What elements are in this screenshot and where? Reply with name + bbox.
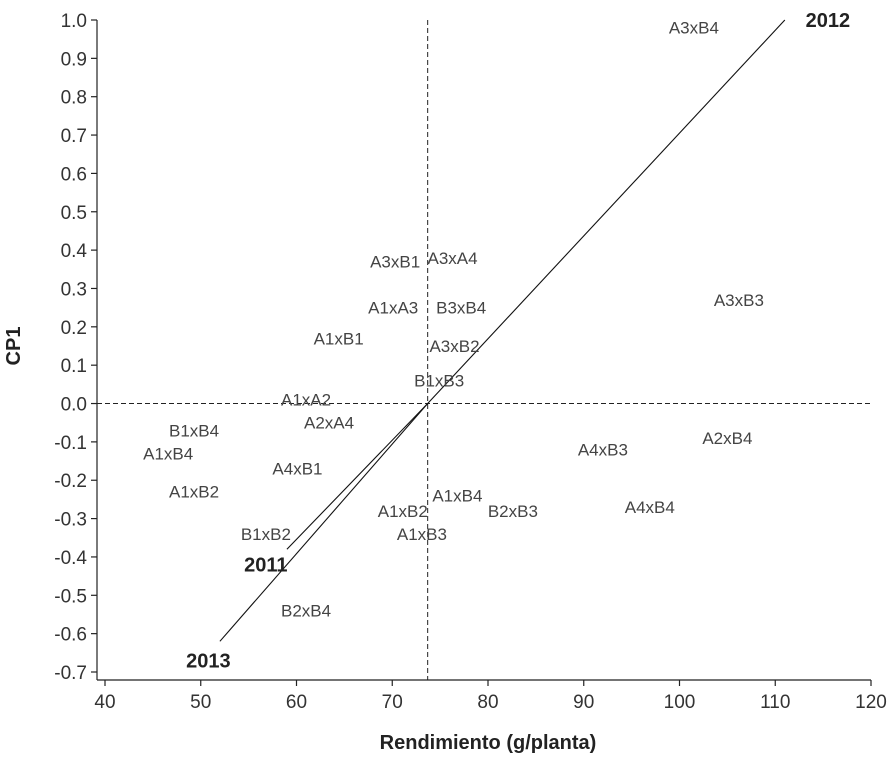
y-tick-label: 0.7 <box>61 126 87 147</box>
point-label: A1xB1 <box>314 329 364 348</box>
y-axis-ticks: 1.0 0.9 0.8 0.7 0.6 0.5 0.4 0.3 0.2 0.1 0.0 -0.1 -0.… <box>54 11 97 684</box>
point-label: A1xA3 <box>368 299 418 318</box>
y-tick-label: 0.2 <box>61 318 87 339</box>
year-label-2013: 2013 <box>186 650 231 672</box>
x-tick-label: 40 <box>94 692 115 713</box>
y-tick-label: 1.0 <box>61 11 87 32</box>
point-label: B1xB4 <box>169 421 219 440</box>
point-label: A2xA4 <box>304 414 354 433</box>
y-tick-label: 0.1 <box>61 356 87 377</box>
point-label: A1xB4 <box>143 444 193 463</box>
y-tick-label: -0.1 <box>54 433 87 454</box>
point-label: A3xB4 <box>669 19 719 38</box>
year-label-2011: 2011 <box>244 555 287 577</box>
point-label: B2xB4 <box>281 602 331 621</box>
x-tick-label: 120 <box>855 692 887 713</box>
y-tick-label: -0.6 <box>54 625 87 646</box>
x-tick-label: 100 <box>664 692 696 713</box>
year-labels: 2012 2011 2013 <box>186 10 850 672</box>
point-label: A1xB4 <box>432 487 482 506</box>
x-tick-label: 110 <box>760 692 790 713</box>
y-tick-label: -0.7 <box>54 663 87 684</box>
y-tick-label: 0.6 <box>61 164 87 185</box>
y-tick-label: -0.3 <box>54 510 87 531</box>
y-tick-label: 0.8 <box>61 88 87 109</box>
point-labels: A3xB4 A3xB1 A3xA4 A1xA3 B3xB4 A3xB3 A1xB1 A3xB2… <box>143 19 764 621</box>
year-line-2012 <box>427 19 786 404</box>
point-label: A3xA4 <box>428 249 478 268</box>
x-tick-label: 80 <box>477 692 498 713</box>
y-tick-label: 0.3 <box>61 279 87 300</box>
point-label: B1xB3 <box>414 372 464 391</box>
y-tick-label: -0.5 <box>54 586 87 607</box>
y-tick-label: 0.0 <box>61 395 87 416</box>
x-tick-label: 90 <box>573 692 594 713</box>
x-tick-label: 60 <box>286 692 307 713</box>
y-tick-label: -0.2 <box>54 471 87 492</box>
x-tick-label: 70 <box>382 692 403 713</box>
x-axis-title: Rendimiento (g/planta) <box>380 732 597 754</box>
year-lines <box>219 19 786 642</box>
point-label: A1xB2 <box>169 483 219 502</box>
point-label: A4xB1 <box>272 460 322 479</box>
y-tick-label: 0.5 <box>61 203 87 224</box>
point-label: A3xB1 <box>370 253 420 272</box>
year-label-2012: 2012 <box>806 10 851 32</box>
point-label: A1xB3 <box>397 525 447 544</box>
point-label: A3xB3 <box>714 291 764 310</box>
year-line-2011 <box>286 403 429 550</box>
x-tick-label: 50 <box>190 692 211 713</box>
point-label: B1xB2 <box>241 525 291 544</box>
point-label: B2xB3 <box>488 502 538 521</box>
point-label: A4xB4 <box>625 498 675 517</box>
point-label: A2xB4 <box>702 429 752 448</box>
point-label: A4xB3 <box>578 441 628 460</box>
point-label: A1xA2 <box>281 391 331 410</box>
point-label: A3xB2 <box>429 337 479 356</box>
point-label: A1xB2 <box>378 502 428 521</box>
x-axis-ticks: 40 50 60 70 80 90 100 110 120 <box>94 680 887 713</box>
y-tick-label: 0.4 <box>61 241 88 262</box>
axes <box>96 20 871 681</box>
year-line-2013 <box>219 403 429 642</box>
y-tick-label: -0.4 <box>54 548 87 569</box>
point-label: B3xB4 <box>436 299 486 318</box>
y-axis-title: CP1 <box>3 327 25 366</box>
y-tick-label: 0.9 <box>61 49 87 70</box>
reference-lines <box>97 20 871 680</box>
